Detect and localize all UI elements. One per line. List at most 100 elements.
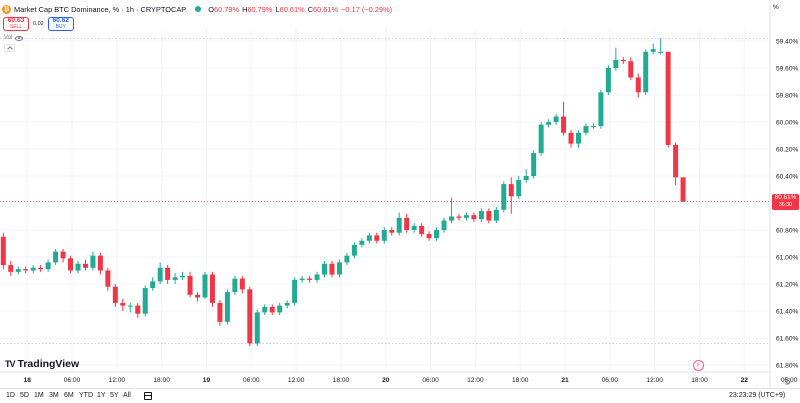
symbol-title[interactable]: Market Cap BTC Dominance, % · 1h · CRYPT…	[14, 4, 187, 14]
open-value: 60.79%	[213, 4, 240, 14]
candle-body	[60, 251, 66, 259]
buy-button[interactable]: 60.62 BUY	[47, 17, 74, 31]
news-flash-icon[interactable]	[693, 360, 704, 371]
candle-body	[434, 230, 440, 239]
low-label: L	[275, 4, 280, 14]
collapse-legend-button[interactable]	[4, 44, 15, 52]
time-tick-label: 19	[203, 377, 211, 384]
time-tick-label: 22	[741, 377, 749, 384]
time-tick-label: 18:00	[153, 377, 170, 384]
grid	[0, 28, 790, 372]
time-tick-label: 18	[24, 377, 32, 384]
candle-body	[381, 230, 387, 241]
buy-label: BUY	[55, 24, 66, 31]
range-1m-button[interactable]: 1M	[34, 392, 44, 399]
current-price-value: 60.61%	[774, 194, 797, 202]
tradingview-logo[interactable]: TV TradingView	[5, 358, 79, 370]
range-6m-button[interactable]: 6M	[64, 392, 74, 399]
bottom-toolbar: 1D 5D 1M 3M 6M YTD 1Y 5Y All 23:23:29 (U…	[0, 388, 800, 403]
candle-body	[411, 225, 417, 230]
candle-body	[426, 234, 432, 239]
eye-icon[interactable]	[15, 35, 24, 41]
range-3m-button[interactable]: 3M	[49, 392, 59, 399]
time-axis[interactable]: 18 06:00 12:00 18:00 19 06:00 12:00 18:00 20 06:0…	[0, 371, 798, 384]
candle-body	[613, 59, 619, 68]
candle-body	[568, 132, 574, 144]
candle-body	[336, 262, 342, 275]
sell-button[interactable]: 60.63 SELL	[3, 17, 29, 31]
candle-body	[516, 180, 522, 197]
spread-value: 0.02	[33, 21, 44, 27]
current-price-tag: 60.61% 36:30	[772, 193, 799, 210]
candle-body	[180, 275, 186, 278]
candle-body	[538, 124, 544, 154]
time-tick-label: 21	[561, 377, 569, 384]
price-tick-label: 59.80%	[776, 93, 799, 100]
candle-body	[307, 278, 313, 280]
range-ytd-button[interactable]: YTD	[79, 392, 93, 399]
candle-body	[135, 305, 141, 314]
clock-readout[interactable]: 23:23:29 (UTC+9)	[729, 392, 786, 399]
axis-unit-label[interactable]: %	[773, 4, 779, 11]
price-tick-label: 60.80%	[776, 228, 799, 235]
candle-body	[247, 289, 253, 344]
candle-body	[157, 267, 163, 282]
candle-body	[105, 270, 111, 287]
candle-body	[120, 302, 126, 306]
price-tick-label: 59.40%	[776, 39, 799, 46]
candle-body	[628, 61, 634, 78]
open-label: O	[208, 4, 214, 14]
candle-body	[486, 211, 492, 221]
market-status-dot	[195, 6, 202, 12]
candle-body	[292, 279, 298, 303]
sell-label: SELL	[9, 24, 23, 31]
range-1y-button[interactable]: 1Y	[97, 392, 106, 399]
candle-body	[441, 220, 447, 230]
bitcoin-icon: ₿	[2, 4, 11, 14]
candle-body	[501, 184, 507, 210]
candle-body	[269, 306, 275, 313]
range-5d-button[interactable]: 5D	[20, 392, 29, 399]
range-markers	[0, 37, 770, 344]
close-label: C	[307, 4, 314, 14]
price-tick-label: 61.80%	[776, 363, 799, 370]
candle-body	[389, 230, 395, 233]
high-label: H	[242, 4, 248, 14]
candle-body	[583, 126, 589, 133]
candle-body	[374, 235, 380, 241]
range-5y-button[interactable]: 5Y	[110, 392, 119, 399]
candle-body	[575, 132, 581, 144]
time-tick-label: 06:00	[602, 377, 619, 384]
bar-countdown: 36:30	[779, 201, 792, 208]
candle-body	[172, 277, 178, 280]
candle-body	[680, 177, 686, 202]
candle-body	[620, 59, 626, 62]
price-tick-label: 61.00%	[776, 255, 799, 262]
candle-body	[142, 288, 148, 314]
candle-body	[322, 263, 328, 275]
range-1d-button[interactable]: 1D	[6, 392, 15, 399]
candle-body	[195, 294, 201, 298]
time-tick-label: 12:00	[288, 377, 305, 384]
candle-body	[523, 176, 529, 181]
volume-indicator[interactable]: Vol	[4, 35, 24, 41]
candle-body	[277, 305, 283, 313]
candle-body	[658, 51, 664, 53]
range-all-button[interactable]: All	[123, 392, 131, 399]
candle-body	[0, 236, 6, 266]
time-tick-label: 12:00	[646, 377, 663, 384]
time-tick-label: 18:00	[512, 377, 529, 384]
candle-body	[254, 312, 260, 344]
candle-body	[590, 126, 596, 128]
candle-body	[396, 217, 402, 233]
tradingview-logo-text: TradingView	[17, 358, 80, 370]
calendar-icon[interactable]	[144, 392, 152, 400]
candle-body	[553, 116, 559, 122]
price-tick-label: 60.20%	[776, 147, 799, 154]
price-tick-label: 60.40%	[776, 174, 799, 181]
candle-body	[127, 305, 133, 307]
candle-body	[45, 262, 51, 270]
settings-gear-icon[interactable]	[783, 377, 791, 385]
price-tick-label: 59.60%	[776, 66, 799, 73]
